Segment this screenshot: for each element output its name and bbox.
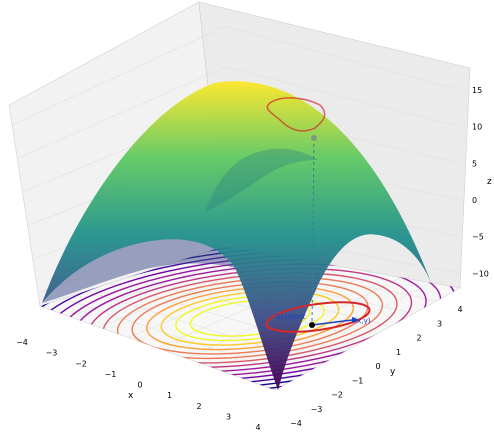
x-tick-label: −1	[105, 370, 117, 379]
x-tick-label: −2	[75, 359, 87, 368]
y-axis-label: y	[390, 367, 396, 377]
z-tick-label: −5	[472, 233, 484, 242]
surface	[42, 81, 432, 390]
y-tick-label: −3	[311, 405, 323, 414]
y-tick-label: 2	[416, 334, 421, 343]
z-axis-ticks: −10 −5 0 5 10 15	[472, 86, 489, 278]
x-axis-label: x	[128, 391, 134, 401]
x-tick-label: 0	[137, 381, 142, 390]
gradient-overlay: Gradient f(x,y)	[265, 97, 371, 333]
y-tick-label: −4	[290, 419, 302, 428]
z-axis-label: z	[487, 177, 492, 187]
z-tick-label: −10	[472, 269, 489, 278]
contour-ring	[189, 299, 311, 337]
floor-point	[309, 322, 315, 328]
right-pane-grid-line	[224, 26, 461, 91]
x-tick-label: 1	[167, 391, 172, 400]
left-pane-grid-line	[17, 66, 226, 159]
y-tick-label: −1	[352, 376, 364, 385]
z-tick-label: 10	[472, 123, 482, 132]
annotation-gradient: Gradient	[275, 313, 306, 321]
y-tick-label: 3	[437, 319, 442, 328]
surface-body	[42, 81, 432, 390]
x-tick-label: −4	[16, 338, 28, 347]
surface-level-curve	[266, 97, 326, 132]
z-tick-label: 5	[472, 159, 477, 168]
gradient-arrow	[311, 319, 353, 326]
surface-point	[311, 135, 317, 141]
surface-left-lobe-shade	[42, 239, 235, 303]
z-tick-label: 0	[472, 196, 477, 205]
floor-grid-line	[216, 277, 402, 370]
projection-line	[311, 137, 315, 326]
x-tick-label: 2	[196, 402, 201, 411]
right-pane-grid-line	[224, 66, 461, 127]
y-tick-label: 0	[375, 362, 380, 371]
y-tick-label: 1	[396, 348, 401, 357]
x-tick-label: 3	[226, 412, 231, 421]
y-axis-ticks: −4 −3 −2 −1 0 1 2 3 4	[290, 305, 462, 428]
x-axis-ticks: −4 −3 −2 −1 0 1 2 3 4	[16, 338, 260, 432]
gradient-arrow-head	[352, 317, 359, 323]
floor-level-curve	[265, 301, 371, 333]
x-tick-label: −3	[46, 349, 58, 358]
z-tick-label: 15	[472, 86, 482, 95]
y-tick-label: −2	[331, 391, 343, 400]
annotation-fxy: f(x,y)	[352, 317, 371, 325]
x-tick-label: 4	[255, 423, 260, 432]
surface-ridge-shade	[205, 148, 318, 212]
left-pane-grid-line	[11, 26, 226, 126]
y-tick-label: 4	[457, 305, 462, 314]
